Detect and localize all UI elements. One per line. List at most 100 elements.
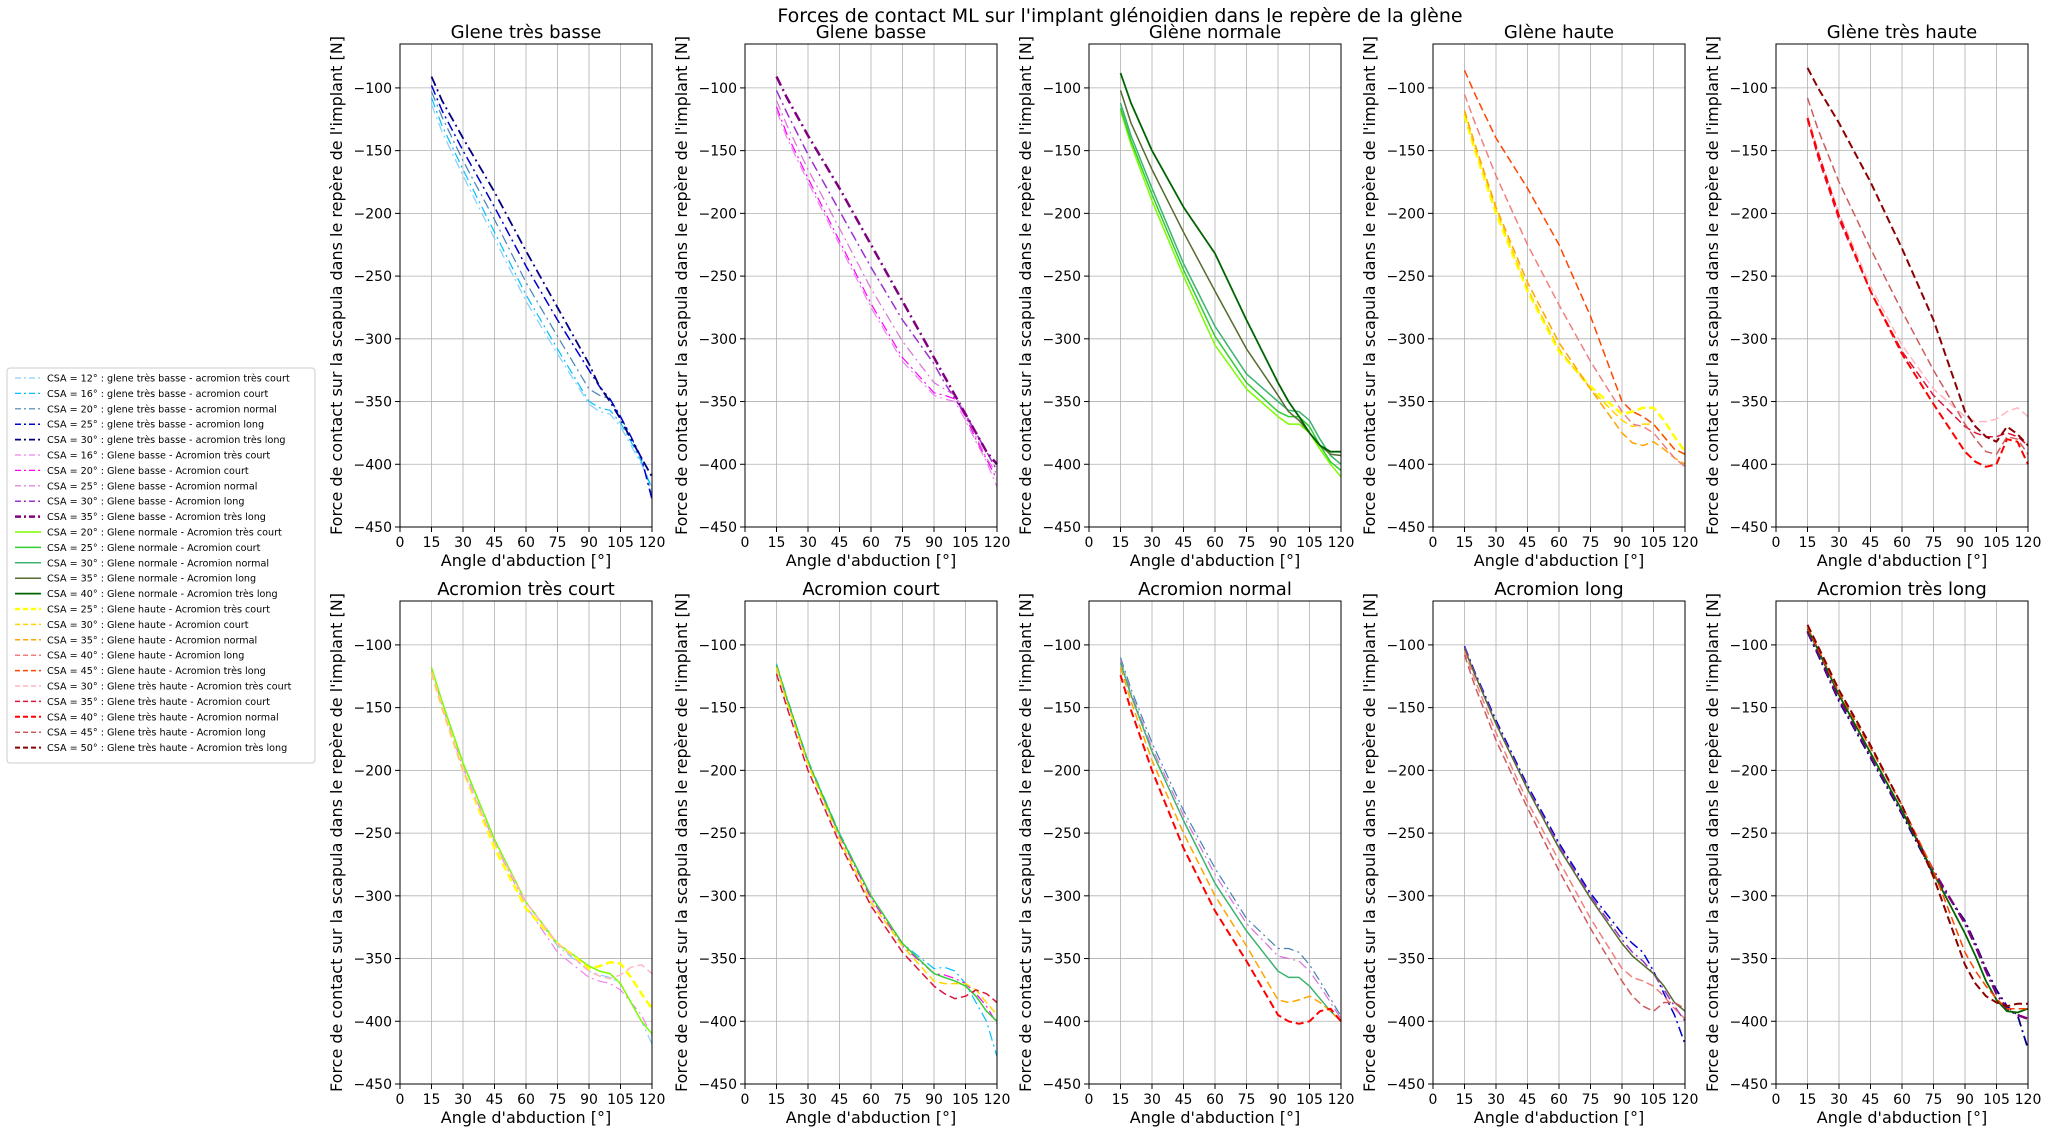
x-tick-label: 60 bbox=[1893, 1092, 1911, 1108]
y-tick-label: −400 bbox=[1043, 457, 1081, 473]
series-line-n40_tl bbox=[1119, 72, 1341, 453]
x-tick-label: 120 bbox=[639, 535, 666, 551]
subplot-9: 0 15 30 45 60 75 90 105 120 −450 −400 −350 −300 −250 −… bbox=[1360, 579, 1698, 1127]
x-tick-label: 30 bbox=[799, 535, 817, 551]
x-tick-label: 30 bbox=[1143, 535, 1161, 551]
y-tick-label: −350 bbox=[1043, 395, 1081, 411]
series-line-g16_c bbox=[775, 663, 998, 1057]
y-tick-label: −300 bbox=[1043, 889, 1081, 905]
y-tick-label: −300 bbox=[1730, 889, 1768, 905]
x-tick-label: 120 bbox=[1672, 1092, 1699, 1108]
x-tick-label: 45 bbox=[1175, 1092, 1193, 1108]
x-tick-label: 60 bbox=[862, 1092, 880, 1108]
y-tick-label: −100 bbox=[1730, 81, 1768, 97]
figure-suptitle: Forces de contact ML sur l'implant gléno… bbox=[777, 5, 1462, 27]
legend-entry-h45_tl: CSA = 45° : Glene haute - Acromion très … bbox=[47, 665, 266, 677]
y-tick-label: −250 bbox=[354, 269, 392, 285]
subplot-3: 0 15 30 45 60 75 90 105 120 −450 −400 −350 −300 −250 −… bbox=[1016, 22, 1354, 570]
series-line-n30_n bbox=[1119, 662, 1342, 1022]
x-tick-label: 105 bbox=[1640, 1092, 1667, 1108]
x-tick-label: 0 bbox=[1772, 535, 1781, 551]
y-axis-label: Force de contact sur la scapula dans le … bbox=[327, 593, 346, 1092]
x-tick-label: 15 bbox=[1799, 535, 1817, 551]
x-tick-label: 120 bbox=[2015, 1092, 2042, 1108]
x-tick-label: 0 bbox=[1429, 535, 1438, 551]
legend-frame bbox=[6, 367, 316, 764]
y-tick-label: −450 bbox=[1043, 1077, 1081, 1093]
y-tick-label: −100 bbox=[354, 638, 392, 654]
x-tick-label: 30 bbox=[1830, 1092, 1848, 1108]
y-tick-label: −250 bbox=[1730, 269, 1768, 285]
series-line-h40_l bbox=[1463, 93, 1686, 468]
legend-entry-h30_c: CSA = 30° : Glene haute - Acromion court bbox=[47, 620, 249, 631]
series-line-b25_n bbox=[1119, 659, 1342, 1020]
y-tick-label: −450 bbox=[1730, 1077, 1768, 1093]
subplot-10: 0 15 30 45 60 75 90 105 120 −450 −400 −350 −300 −250 −… bbox=[1703, 579, 2041, 1127]
y-tick-label: −450 bbox=[1387, 520, 1425, 536]
series-line-b16_tc bbox=[775, 110, 998, 488]
legend-entry-h35_n: CSA = 35° : Glene haute - Acromion norma… bbox=[47, 635, 257, 646]
x-tick-label: 60 bbox=[1550, 1092, 1568, 1108]
subplot-7: 0 15 30 45 60 75 90 105 120 −450 −400 −350 −300 −250 −… bbox=[672, 579, 1010, 1127]
subplot-title: Acromion court bbox=[802, 579, 939, 600]
y-tick-label: −400 bbox=[1387, 457, 1425, 473]
series-line-th40_n bbox=[1806, 117, 2029, 468]
subplot-2: 0 15 30 45 60 75 90 105 120 −450 −400 −350 −300 −250 −… bbox=[672, 22, 1010, 570]
x-axis-label: Angle d'abduction [°] bbox=[1817, 1108, 1987, 1127]
x-tick-label: 120 bbox=[1672, 535, 1699, 551]
series-line-g20_n bbox=[1119, 657, 1342, 1017]
legend-entry-b16_tc: CSA = 16° : Glene basse - Acromion très … bbox=[47, 450, 270, 462]
legend-entry-th50_tl: CSA = 50° : Glene très haute - Acromion … bbox=[47, 742, 287, 754]
series-line-b25_n bbox=[775, 100, 998, 475]
y-tick-label: −300 bbox=[1387, 332, 1425, 348]
x-tick-label: 45 bbox=[1519, 535, 1537, 551]
x-tick-label: 90 bbox=[1613, 1092, 1631, 1108]
y-axis-label: Force de contact sur la scapula dans le … bbox=[1703, 36, 1722, 535]
legend-entry-g12_tc: CSA = 12° : glene très basse - acromion … bbox=[47, 373, 290, 385]
y-tick-label: −150 bbox=[699, 701, 737, 717]
y-tick-label: −300 bbox=[1043, 332, 1081, 348]
x-tick-label: 0 bbox=[1429, 1092, 1438, 1108]
y-tick-label: −350 bbox=[354, 395, 392, 411]
subplot-title: Glene basse bbox=[816, 22, 927, 43]
subplot-title: Acromion très long bbox=[1817, 579, 1987, 600]
legend-entry-g16_c: CSA = 16° : glene très basse - acromion … bbox=[47, 388, 269, 400]
series-line-n25_c bbox=[1119, 107, 1342, 472]
series-line-h35_n bbox=[1463, 110, 1686, 465]
x-tick-label: 90 bbox=[580, 1092, 598, 1108]
series-line-g12_tc bbox=[430, 103, 653, 488]
legend-entry-h25_tc: CSA = 25° : Glene haute - Acromion très … bbox=[47, 604, 270, 616]
x-tick-label: 60 bbox=[1206, 535, 1224, 551]
x-tick-label: 30 bbox=[454, 1092, 472, 1108]
y-tick-label: −200 bbox=[1387, 206, 1425, 222]
series-line-th40_n bbox=[1119, 674, 1342, 1025]
series-line-th45_l bbox=[1463, 654, 1686, 1012]
x-tick-label: 15 bbox=[1112, 535, 1130, 551]
x-tick-label: 45 bbox=[831, 535, 849, 551]
legend: CSA = 12° : glene très basse - acromion … bbox=[6, 367, 316, 764]
legend-entry-n35_l: CSA = 35° : Glene normale - Acromion lon… bbox=[47, 574, 256, 585]
series-line-b20_c bbox=[775, 106, 998, 480]
x-tick-label: 60 bbox=[517, 535, 535, 551]
y-tick-label: −450 bbox=[699, 1077, 737, 1093]
y-tick-label: −450 bbox=[1043, 520, 1081, 536]
x-tick-label: 75 bbox=[549, 1092, 567, 1108]
y-tick-label: −400 bbox=[354, 1014, 392, 1030]
x-tick-label: 0 bbox=[1085, 1092, 1094, 1108]
y-tick-label: −100 bbox=[1043, 638, 1081, 654]
x-tick-label: 15 bbox=[768, 535, 786, 551]
x-tick-label: 75 bbox=[1238, 1092, 1256, 1108]
x-tick-label: 120 bbox=[2015, 535, 2042, 551]
x-tick-label: 60 bbox=[862, 535, 880, 551]
x-tick-label: 105 bbox=[1296, 535, 1323, 551]
y-tick-label: −100 bbox=[354, 81, 392, 97]
x-tick-label: 30 bbox=[1830, 535, 1848, 551]
x-tick-label: 105 bbox=[607, 535, 634, 551]
y-tick-label: −350 bbox=[1387, 952, 1425, 968]
series-line-g25_l bbox=[1463, 645, 1686, 1045]
x-tick-label: 90 bbox=[1269, 1092, 1287, 1108]
y-tick-label: −150 bbox=[354, 144, 392, 160]
legend-entry-g25_l: CSA = 25° : glene très basse - acromion … bbox=[47, 419, 264, 431]
subplot-5: 0 15 30 45 60 75 90 105 120 −450 −400 −350 −300 −250 −… bbox=[1703, 22, 2041, 570]
x-tick-label: 75 bbox=[1238, 535, 1256, 551]
